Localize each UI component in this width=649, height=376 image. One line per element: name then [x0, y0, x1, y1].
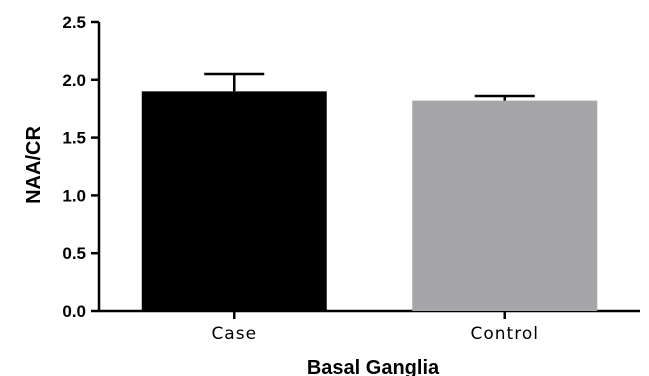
x-tick-label-control: Control: [471, 324, 539, 344]
bars: [142, 91, 598, 311]
y-tick-label-4: 2.0: [62, 71, 86, 90]
y-tick-label-5: 2.5: [62, 13, 86, 32]
bar-case: [142, 91, 327, 311]
y-axis: 0.0 0.5 1.0 1.5 2.0 2.5: [62, 13, 99, 321]
y-tick-label-3: 1.5: [62, 129, 86, 148]
x-axis: Case Control: [98, 311, 640, 344]
y-tick-label-1: 0.5: [62, 244, 86, 263]
x-axis-title: Basal Ganglia: [307, 357, 440, 376]
y-tick-label-2: 1.0: [62, 186, 86, 205]
y-tick-label-0: 0.0: [62, 302, 86, 321]
y-axis-title: NAA/CR: [23, 126, 45, 204]
x-tick-label-case: Case: [211, 324, 257, 344]
bar-control: [412, 101, 597, 311]
